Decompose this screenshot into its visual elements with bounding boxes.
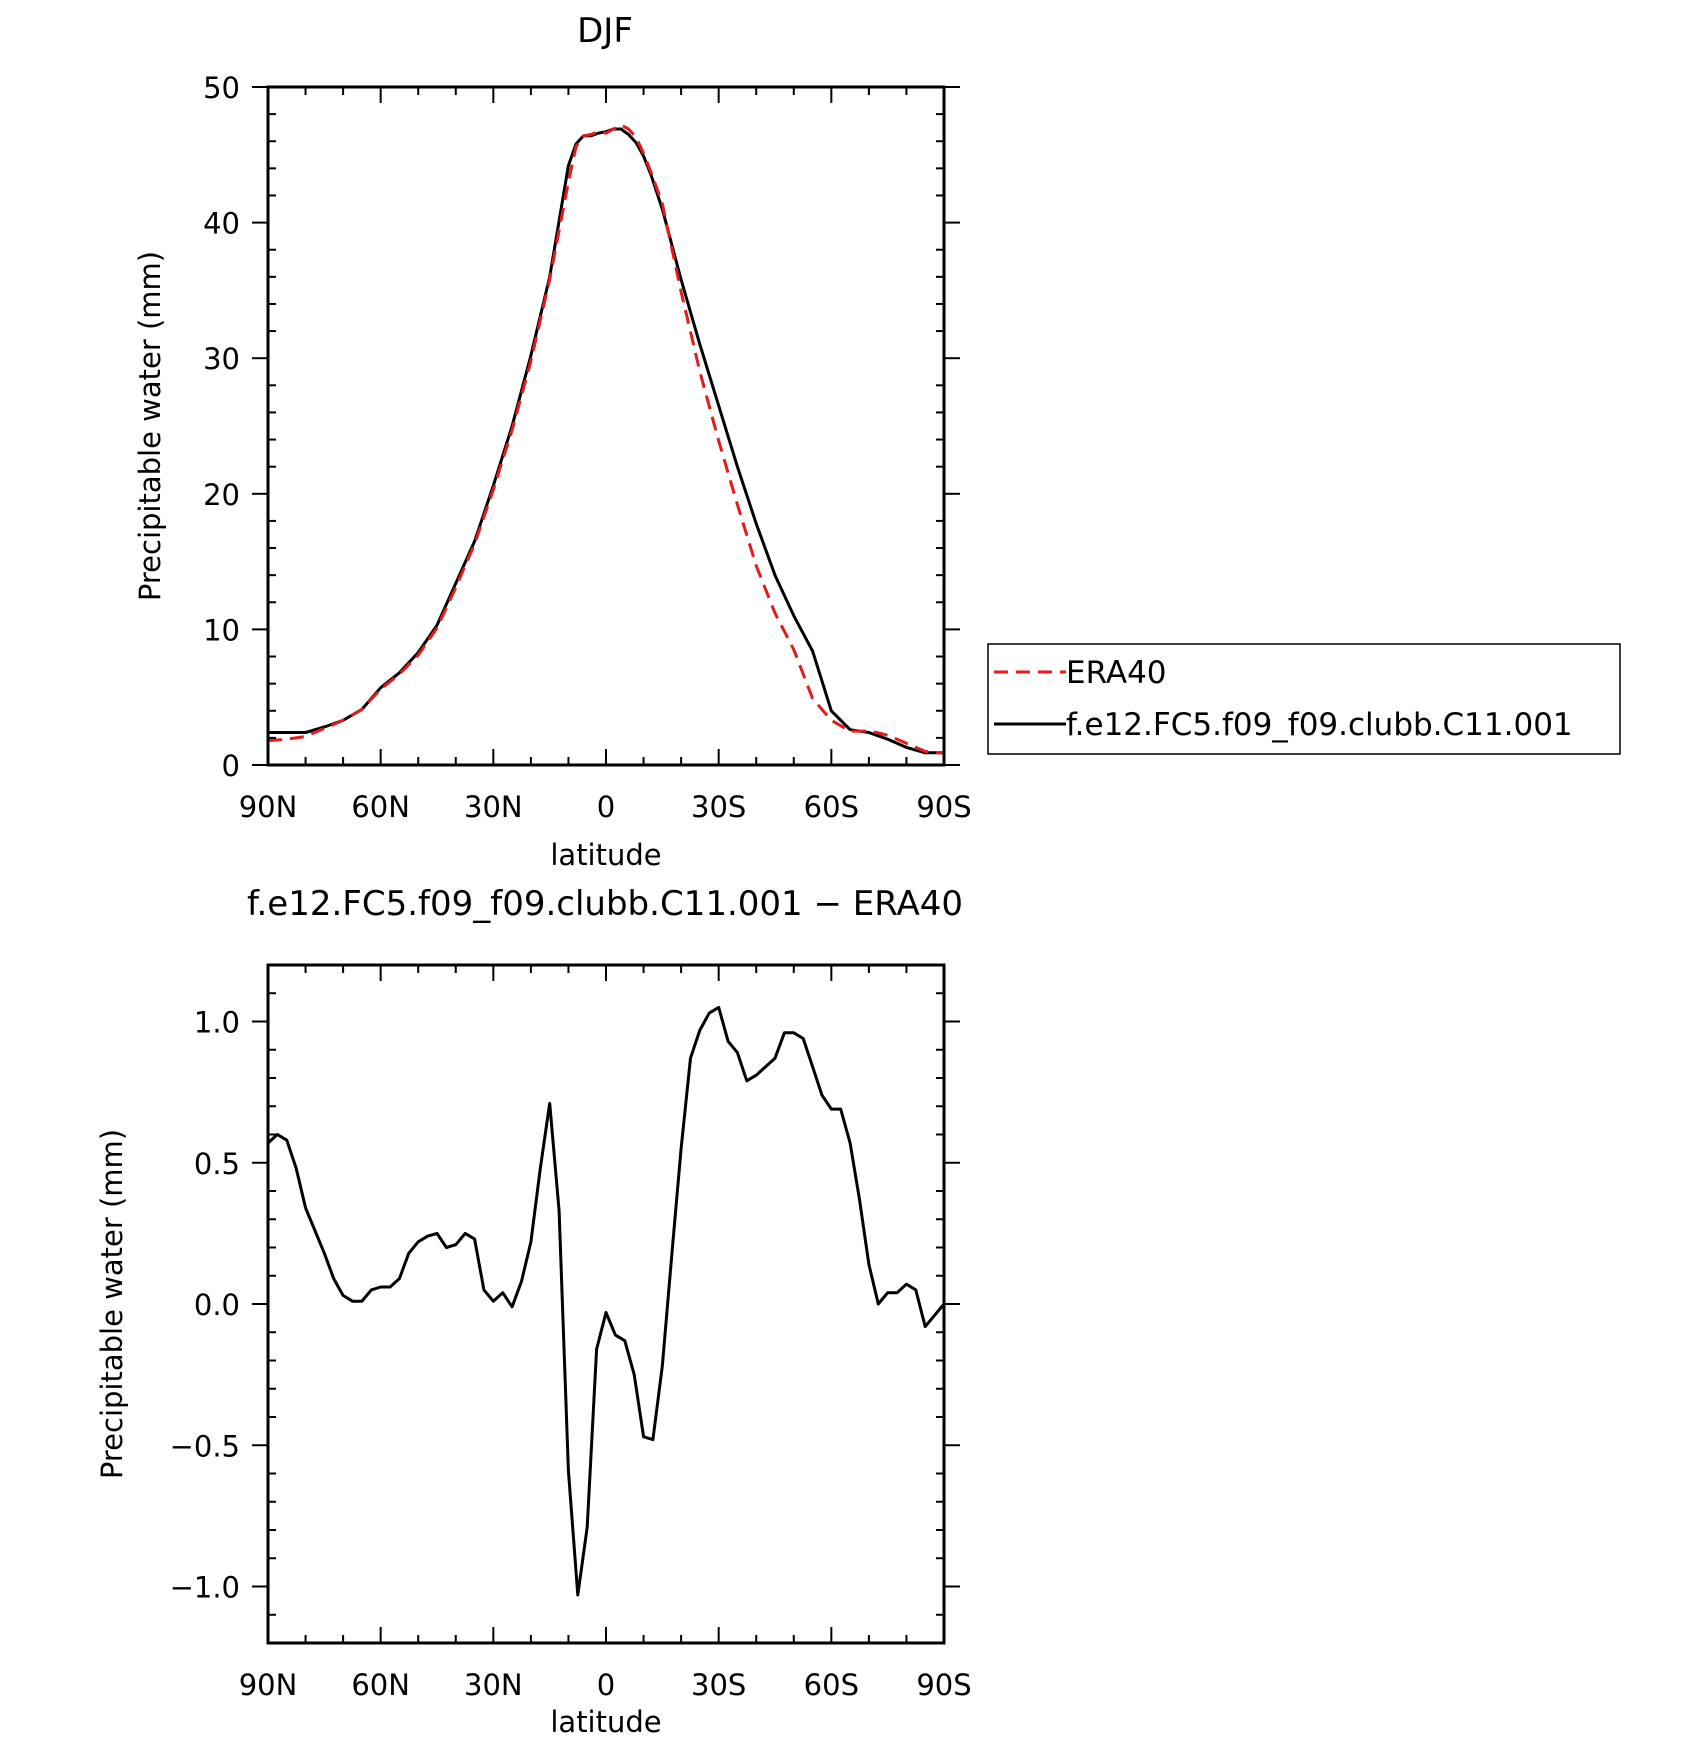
series-layer bbox=[267, 123, 944, 755]
tick-layer: 90N 60N 30N 0 30S 60S 90S −1.0 −0.5 0.0 0.5 1.0 bbox=[170, 964, 972, 1702]
y-tick-label: 30 bbox=[203, 342, 240, 376]
x-tick-label: 90N bbox=[239, 790, 298, 824]
x-axis-label: latitude bbox=[550, 1705, 661, 1739]
y-tick-label: 0.5 bbox=[194, 1147, 240, 1181]
y-tick-label: 1.0 bbox=[194, 1006, 240, 1040]
y-axis-label: Precipitable water (mm) bbox=[133, 251, 167, 601]
y-tick-label: 20 bbox=[203, 478, 240, 512]
legend-entry-model: f.e12.FC5.f09_f09.clubb.C11.001 bbox=[1066, 707, 1573, 743]
legend: ERA40 f.e12.FC5.f09_f09.clubb.C11.001 bbox=[987, 643, 1621, 755]
y-tick-label: 0 bbox=[222, 749, 240, 783]
series-line-era40 bbox=[267, 123, 944, 755]
x-tick-label: 0 bbox=[597, 790, 615, 824]
y-tick-label: 10 bbox=[203, 613, 240, 647]
x-tick-label: 0 bbox=[597, 1668, 615, 1702]
x-tick-label: 90S bbox=[916, 1668, 971, 1702]
panel-difference: f.e12.FC5.f09_f09.clubb.C11.001 − ERA40 … bbox=[95, 884, 972, 1739]
y-tick-label: 50 bbox=[203, 71, 240, 105]
plot-title: f.e12.FC5.f09_f09.clubb.C11.001 − ERA40 bbox=[247, 884, 963, 924]
x-tick-label: 60S bbox=[804, 1668, 859, 1702]
y-tick-label: −0.5 bbox=[170, 1429, 240, 1463]
panel-djf: DJF 90N 60N 30N 0 30S 60S 90S 0 10 20 30 40 50 latit… bbox=[133, 11, 972, 872]
x-tick-label: 60S bbox=[804, 790, 859, 824]
x-tick-label: 60N bbox=[351, 1668, 410, 1702]
y-tick-label: −1.0 bbox=[170, 1571, 240, 1605]
tick-layer: 90N 60N 30N 0 30S 60S 90S 0 10 20 30 40 50 bbox=[203, 71, 972, 824]
series-layer bbox=[266, 1005, 946, 1597]
y-axis-label: Precipitable water (mm) bbox=[95, 1129, 129, 1479]
y-tick-label: 0.0 bbox=[194, 1288, 240, 1322]
x-tick-label: 30N bbox=[464, 1668, 523, 1702]
x-tick-label: 60N bbox=[351, 790, 410, 824]
x-axis-label: latitude bbox=[550, 838, 661, 872]
legend-entry-era40: ERA40 bbox=[1066, 655, 1167, 691]
series-line-model bbox=[268, 127, 944, 755]
plot-title: DJF bbox=[577, 11, 633, 51]
x-tick-label: 30S bbox=[691, 790, 746, 824]
plot-frame bbox=[266, 963, 946, 1645]
x-tick-label: 30S bbox=[691, 1668, 746, 1702]
x-tick-label: 30N bbox=[464, 790, 523, 824]
x-tick-label: 90N bbox=[239, 1668, 298, 1702]
series-line-difference bbox=[266, 1005, 946, 1597]
legend-box bbox=[987, 643, 1621, 755]
x-tick-label: 90S bbox=[916, 790, 971, 824]
y-tick-label: 40 bbox=[203, 207, 240, 241]
plot-frame bbox=[266, 85, 946, 767]
